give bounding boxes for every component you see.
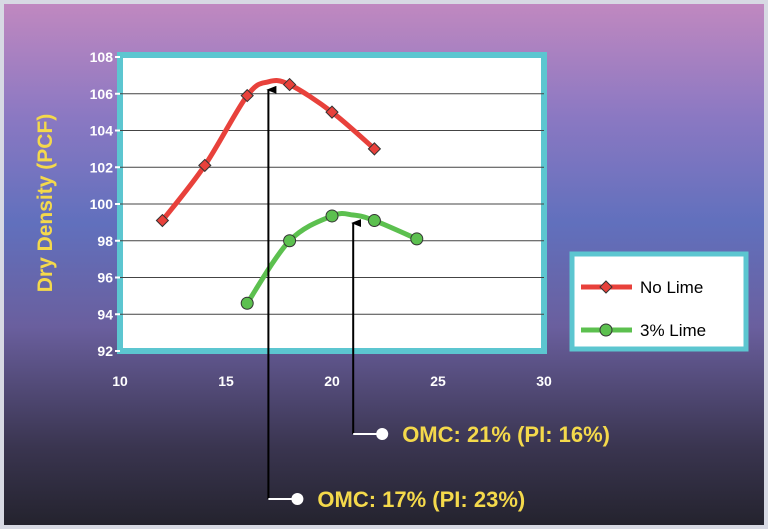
y-tick-label: 94 bbox=[97, 306, 113, 322]
y-tick-label: 98 bbox=[97, 233, 113, 249]
y-tick-label: 106 bbox=[90, 86, 114, 102]
gridlines bbox=[120, 93, 544, 315]
data-point bbox=[367, 142, 382, 156]
series-no-lime bbox=[155, 77, 382, 228]
data-point bbox=[367, 214, 381, 228]
data-point bbox=[325, 105, 339, 119]
x-axis: 10 15 20 25 30 bbox=[112, 373, 552, 389]
x-tick-label: 20 bbox=[324, 373, 340, 389]
omc-annotations: OMC: 21% (PI: 16%) OMC: 17% (PI: 23%) bbox=[266, 85, 610, 512]
y-tick-label: 108 bbox=[90, 49, 114, 65]
callout-dot bbox=[291, 493, 304, 505]
y-tick-label: 104 bbox=[90, 123, 114, 139]
x-tick-label: 25 bbox=[430, 373, 446, 389]
legend-marker-no-lime bbox=[599, 280, 613, 294]
chart: 92 94 96 98 100 102 104 106 108 10 15 20 25 30 Dry D… bbox=[34, 49, 749, 512]
x-tick-label: 10 bbox=[112, 373, 128, 389]
y-axis: 92 94 96 98 100 102 104 106 108 bbox=[90, 49, 120, 359]
y-tick-label: 92 bbox=[97, 343, 113, 359]
data-point bbox=[283, 234, 297, 248]
data-point bbox=[325, 209, 339, 223]
plot-area bbox=[117, 52, 547, 354]
omc-label: OMC: 17% (PI: 23%) bbox=[317, 487, 525, 512]
series-3pct-lime bbox=[240, 209, 424, 310]
legend-label-no-lime: No Lime bbox=[640, 278, 703, 297]
data-point bbox=[240, 88, 254, 103]
x-tick-label: 30 bbox=[536, 373, 552, 389]
legend-label-3pct-lime: 3% Lime bbox=[640, 321, 706, 340]
y-tick-label: 100 bbox=[90, 196, 114, 212]
omc-label: OMC: 21% (PI: 16%) bbox=[402, 422, 610, 447]
x-tick-label: 15 bbox=[218, 373, 234, 389]
data-point bbox=[282, 77, 297, 92]
data-point bbox=[410, 232, 424, 246]
data-point bbox=[240, 296, 254, 310]
y-tick-label: 102 bbox=[90, 159, 114, 175]
data-point bbox=[155, 213, 170, 228]
data-point bbox=[198, 158, 212, 173]
legend: No Lime 3% Lime bbox=[569, 251, 749, 352]
legend-marker-3pct-lime bbox=[599, 323, 613, 337]
y-tick-label: 96 bbox=[97, 270, 113, 286]
callout-dot bbox=[376, 428, 389, 440]
y-axis-title: Dry Density (PCF) bbox=[34, 114, 57, 293]
